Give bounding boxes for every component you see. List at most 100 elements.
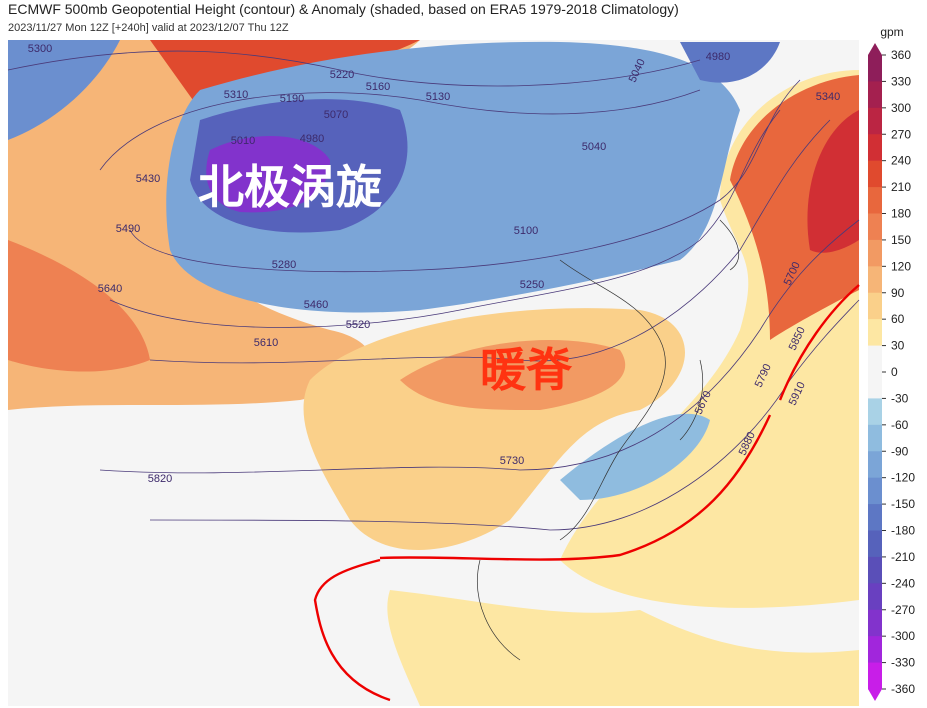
cold-vortex-core [206, 136, 330, 213]
colorbar-tick-label: 300 [891, 101, 911, 115]
colorbar-band [868, 107, 882, 135]
colorbar-arrow-bottom [868, 689, 882, 701]
contour-5880 [379, 284, 860, 561]
colorbar-band [868, 477, 882, 505]
colorbar-band [868, 213, 882, 241]
colorbar-tick-label: 60 [891, 312, 905, 326]
colorbar-band [868, 662, 882, 690]
colorbar-tick-label: 0 [891, 365, 898, 379]
contour-label: 5640 [98, 283, 122, 295]
subtitle: 2023/11/27 Mon 12Z [+240h] valid at 2023… [8, 22, 289, 34]
colorbar-band [868, 160, 882, 188]
colorbar-tick-label: 330 [891, 74, 911, 88]
title: ECMWF 500mb Geopotential Height (contour… [8, 1, 679, 17]
colorbar-tick-label: -330 [891, 656, 915, 670]
contour-label: 5100 [514, 225, 538, 237]
contour-label: 5040 [582, 141, 606, 153]
colorbar-band [868, 504, 882, 531]
contours [7, 50, 860, 702]
colorbar-band [868, 55, 882, 82]
contour-label: 5280 [272, 259, 296, 271]
colorbar-band [868, 239, 882, 267]
colorbar-tick-label: 240 [891, 154, 911, 168]
contour-label: 5190 [280, 93, 304, 105]
cold-northeast [680, 42, 780, 83]
colorbar-band [868, 292, 882, 320]
contour-5880 [313, 558, 391, 702]
warm-south [387, 590, 859, 706]
colorbar-tick-label: -240 [891, 576, 915, 590]
cold-northwest [8, 40, 120, 140]
colorbar-tick-label: -360 [891, 682, 915, 696]
colorbar-tick-label: -60 [891, 418, 909, 432]
contour [149, 299, 860, 531]
contour-label: 5490 [116, 223, 140, 235]
contour [149, 119, 831, 364]
colorbar-band [868, 345, 882, 373]
colorbar-arrow-top [868, 43, 882, 55]
contour [129, 79, 801, 272]
contour-label: 5010 [231, 135, 255, 147]
annotation-vortex: 北极涡旋 [198, 160, 382, 214]
colorbar-band [868, 134, 882, 162]
contour-label: 5310 [224, 89, 248, 101]
colorbar-tick-label: -30 [891, 391, 909, 405]
colorbar-band [868, 530, 882, 558]
colorbar-tick-label: -120 [891, 471, 915, 485]
colorbar-tick-label: -90 [891, 444, 909, 458]
colorbar-band [868, 398, 882, 426]
contour-label: 5220 [330, 69, 354, 81]
colorbar-tick-label: 270 [891, 127, 911, 141]
warm-west-core [8, 240, 150, 372]
warm-east-core [807, 110, 859, 253]
colorbar-tick-label: 90 [891, 286, 905, 300]
colorbar-band [868, 556, 882, 584]
colorbar-band [868, 583, 882, 611]
colorbar-band [868, 451, 882, 479]
annotation-ridge: 暖脊 [480, 343, 573, 397]
contour-label: 4980 [300, 133, 324, 145]
contour [109, 109, 781, 328]
colorbar-tick-label: 360 [891, 48, 911, 62]
contour-label: 5250 [520, 279, 544, 291]
colorbar-tick-label: 210 [891, 180, 911, 194]
coastline [477, 259, 666, 661]
contour-label: 5300 [28, 43, 52, 55]
colorbar-tick-label: 30 [891, 339, 905, 353]
colorbar-tick-label: -270 [891, 603, 915, 617]
contour-label: 5460 [304, 299, 328, 311]
colorbar-band [868, 424, 882, 452]
colorbar-tick-label: 150 [891, 233, 911, 247]
contour [99, 219, 860, 474]
cold-trough [560, 413, 710, 500]
contour-label: 4980 [706, 51, 730, 63]
contour-label: 5070 [324, 109, 348, 121]
colorbar-tick-label: 120 [891, 259, 911, 273]
colorbar-tick-label: 180 [891, 207, 911, 221]
colorbar-band [868, 81, 882, 109]
colorbar-band [868, 609, 882, 637]
contour [99, 89, 701, 171]
contour-label: 5130 [426, 91, 450, 103]
contour-label: 5160 [366, 81, 390, 93]
contour [7, 50, 701, 87]
contour-label: 5340 [816, 91, 840, 103]
contour-label: 5520 [346, 319, 370, 331]
coastline [679, 219, 739, 441]
contour-label: 5820 [148, 473, 172, 485]
colorbar-band [868, 636, 882, 664]
colorbar-tick-label: -300 [891, 629, 915, 643]
colorbar-band [868, 372, 882, 399]
colorbar-band [868, 187, 882, 214]
contour-label: 5730 [500, 455, 524, 467]
colorbar-tick-label: -150 [891, 497, 915, 511]
map: 北极涡旋 暖脊 5300 5220 5160 5130 5040 4980 5340 5310… [7, 40, 860, 706]
colorbar-band [868, 319, 882, 347]
colorbar-band [868, 266, 882, 294]
warm-east [730, 75, 859, 340]
colorbar-tick-label: -180 [891, 524, 915, 538]
colorbar-unit: gpm [880, 25, 903, 39]
contour-label: 5610 [254, 337, 278, 349]
colorbar-tick-label: -210 [891, 550, 915, 564]
